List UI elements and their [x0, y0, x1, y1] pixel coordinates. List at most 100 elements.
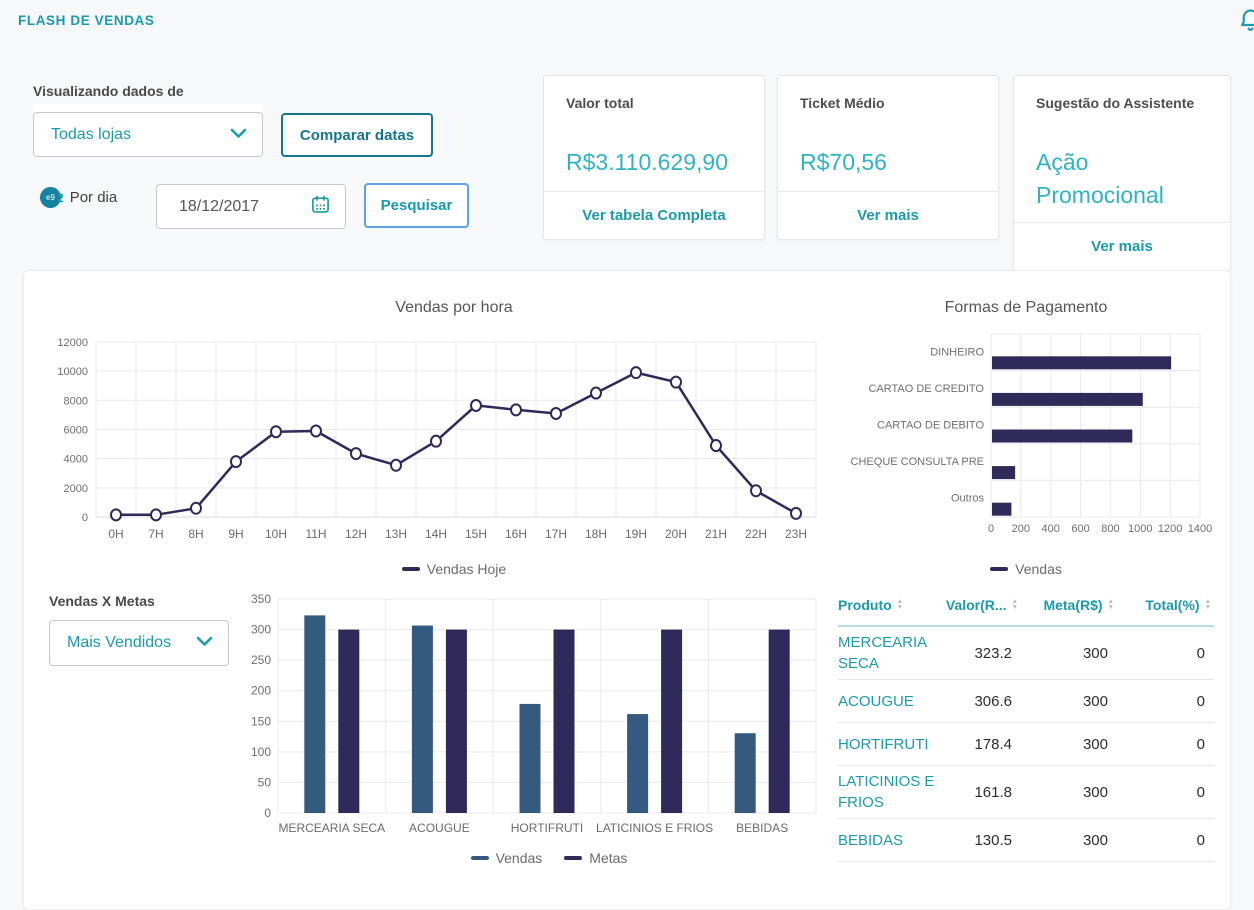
table-row: MERCEARIA SECA 323.2 300 0: [838, 627, 1214, 680]
svg-text:7H: 7H: [148, 527, 163, 541]
card-value: R$70,56: [800, 149, 887, 175]
legend-swatch: [470, 856, 489, 860]
dashboard-panel: Vendas por hora 0 2000 4000 6000 8000 10000 12…: [23, 270, 1231, 910]
svg-text:12H: 12H: [345, 527, 367, 541]
see-more-link[interactable]: Ver mais: [778, 191, 998, 239]
calendar-icon[interactable]: [310, 194, 331, 220]
compare-dates-button[interactable]: Comparar datas: [281, 113, 433, 157]
best-sellers-select-value: Mais Vendidos: [67, 634, 172, 651]
svg-text:800: 800: [1101, 523, 1119, 535]
svg-text:0H: 0H: [108, 527, 123, 541]
table-row: BEBIDAS 130.5 300 0: [838, 819, 1214, 862]
svg-text:100: 100: [251, 745, 271, 759]
svg-text:16H: 16H: [505, 527, 527, 541]
svg-text:13H: 13H: [385, 527, 407, 541]
svg-text:CHEQUE CONSULTA PRE: CHEQUE CONSULTA PRE: [851, 456, 984, 468]
svg-text:HORTIFRUTI: HORTIFRUTI: [511, 821, 583, 835]
table-row: HORTIFRUTI 178.4 300 0: [838, 723, 1214, 766]
svg-text:22H: 22H: [745, 527, 767, 541]
svg-text:17H: 17H: [545, 527, 567, 541]
svg-text:Outros: Outros: [951, 493, 985, 505]
svg-text:BEBIDAS: BEBIDAS: [736, 821, 788, 835]
svg-text:18H: 18H: [585, 527, 607, 541]
store-select[interactable]: Todas lojas: [33, 112, 263, 157]
product-link[interactable]: BEBIDAS: [838, 831, 904, 849]
table-header-row: Produto ▲ ▼ Valor(R... ▲ ▼ Meta(R$) ▲ ▼ Total(%) ▲…: [838, 591, 1214, 627]
product-link[interactable]: LATICINIOS E FRIOS: [838, 773, 935, 811]
see-more-link[interactable]: Ver mais: [1014, 222, 1230, 270]
sort-arrows-icon: ▲ ▼: [1011, 598, 1018, 611]
svg-text:4000: 4000: [64, 454, 88, 466]
svg-text:1000: 1000: [1128, 523, 1152, 535]
per-day-badge-overflow: 2: [57, 190, 64, 205]
card-value: Ação Promocional: [1036, 149, 1164, 208]
svg-text:ACOUGUE: ACOUGUE: [409, 821, 470, 835]
svg-text:350: 350: [251, 593, 271, 606]
svg-text:600: 600: [1071, 523, 1089, 535]
svg-text:14H: 14H: [425, 527, 447, 541]
svg-text:23H: 23H: [785, 527, 807, 541]
hourly-sales-plot: 0 2000 4000 6000 8000 10000 12000 0H 7H 8H 9H 10H 11…: [57, 337, 817, 541]
legend-item-vendas[interactable]: Vendas: [470, 850, 542, 866]
svg-text:50: 50: [258, 775, 272, 789]
card-valor-total: Valor total R$3.110.629,90 Ver tabela Co…: [543, 75, 765, 240]
bell-icon[interactable]: [1237, 7, 1254, 37]
svg-text:10000: 10000: [57, 366, 88, 378]
meta-cell: 300: [1082, 692, 1108, 710]
svg-text:LATICINIOS E FRIOS: LATICINIOS E FRIOS: [596, 821, 713, 835]
svg-text:1400: 1400: [1188, 523, 1212, 535]
best-sellers-select[interactable]: Mais Vendidos: [49, 620, 229, 666]
total-cell: 0: [1196, 644, 1205, 662]
svg-text:9H: 9H: [228, 527, 243, 541]
per-day-badge-icon: e9: [40, 187, 61, 208]
svg-text:0: 0: [988, 523, 994, 535]
svg-text:MERCEARIA SECA: MERCEARIA SECA: [278, 821, 385, 835]
column-header-produto[interactable]: Produto ▲ ▼: [838, 597, 956, 613]
store-select-value: Todas lojas: [51, 125, 132, 143]
valor-cell: 130.5: [974, 831, 1012, 849]
svg-text:21H: 21H: [705, 527, 727, 541]
table-row: ACOUGUE 306.6 300 0: [838, 680, 1214, 723]
per-day-label: Por dia: [69, 189, 118, 206]
sales-vs-goals-chart: 0 50 100 150 200 250 300 350 MERCEARIA SECA ACOUG…: [249, 593, 849, 866]
svg-text:0: 0: [264, 806, 271, 820]
legend-swatch: [990, 567, 1009, 571]
chevron-down-icon: [230, 126, 247, 144]
hourly-sales-chart: Vendas por hora 0 2000 4000 6000 8000 10000 12…: [54, 299, 854, 577]
svg-text:200: 200: [251, 684, 271, 698]
meta-cell: 300: [1082, 735, 1108, 753]
column-header-valor[interactable]: Valor(R... ▲ ▼: [946, 597, 1044, 613]
total-cell: 0: [1196, 783, 1205, 801]
svg-text:8H: 8H: [188, 527, 203, 541]
chart-title: Vendas por hora: [395, 299, 513, 316]
svg-text:15H: 15H: [465, 527, 487, 541]
product-link[interactable]: MERCEARIA SECA: [838, 634, 927, 672]
meta-cell: 300: [1082, 644, 1108, 662]
product-link[interactable]: HORTIFRUTI: [838, 735, 929, 753]
svg-text:20H: 20H: [665, 527, 687, 541]
legend-item-vendas[interactable]: Vendas: [990, 561, 1062, 577]
search-button[interactable]: Pesquisar: [364, 183, 469, 228]
valor-cell: 306.6: [974, 692, 1012, 710]
see-full-table-link[interactable]: Ver tabela Completa: [544, 191, 764, 239]
page-title: FLASH DE VENDAS: [18, 13, 155, 28]
date-input[interactable]: 18/12/2017: [156, 184, 346, 229]
sort-arrows-icon: ▲ ▼: [1204, 598, 1211, 611]
svg-text:200: 200: [1012, 523, 1030, 535]
valor-cell: 323.2: [974, 644, 1012, 662]
column-header-meta[interactable]: Meta(R$) ▲ ▼: [1043, 597, 1132, 613]
legend-swatch: [401, 567, 420, 571]
card-value: R$3.110.629,90: [566, 149, 728, 175]
product-link[interactable]: ACOUGUE: [838, 692, 914, 710]
svg-text:CARTAO DE CREDITO: CARTAO DE CREDITO: [868, 383, 984, 395]
svg-text:10H: 10H: [265, 527, 287, 541]
chart-title: Formas de Pagamento: [944, 299, 1108, 316]
column-header-total[interactable]: Total(%) ▲ ▼: [1132, 597, 1214, 613]
svg-text:12000: 12000: [57, 337, 88, 349]
meta-cell: 300: [1082, 783, 1108, 801]
legend-item-vendas-hoje[interactable]: Vendas Hoje: [401, 561, 506, 577]
sort-arrows-icon: ▲ ▼: [1107, 598, 1114, 611]
legend-swatch: [564, 856, 583, 860]
legend-item-metas[interactable]: Metas: [564, 850, 627, 866]
date-value: 18/12/2017: [179, 197, 260, 215]
